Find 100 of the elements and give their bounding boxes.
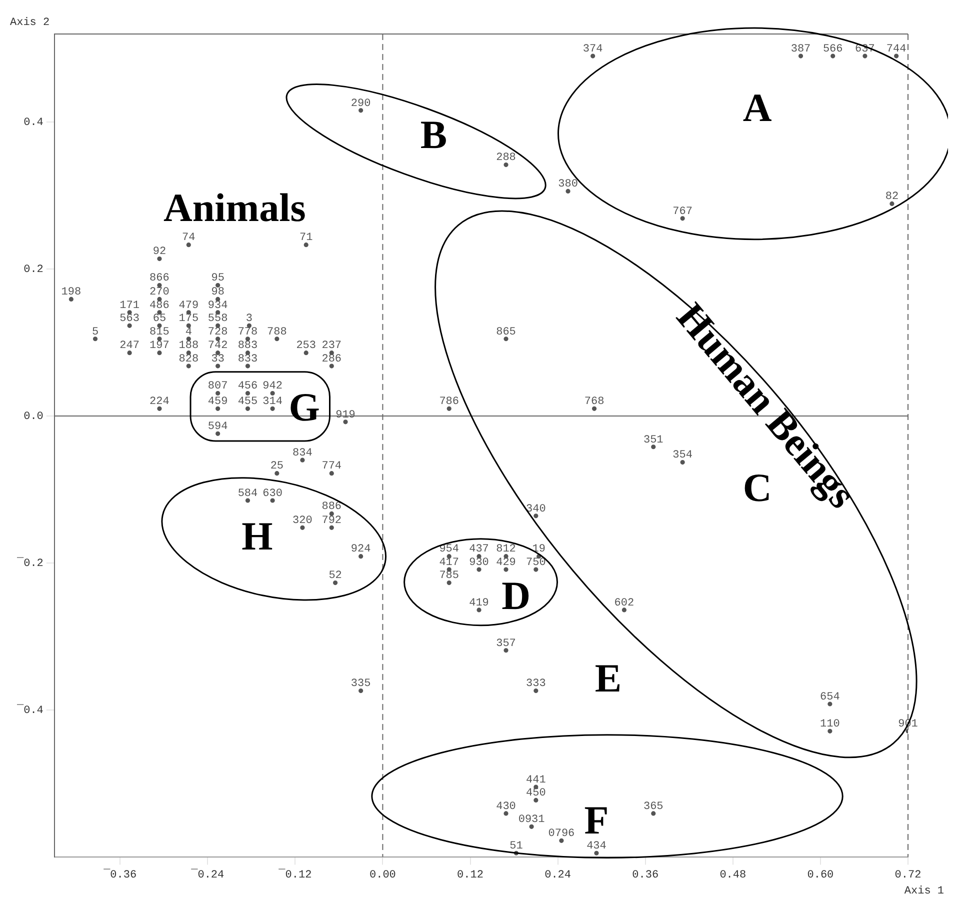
annotation: 744 xyxy=(886,43,907,56)
y-tick-label: ¯0.4 xyxy=(16,704,44,717)
x-tick-label: 0.36 xyxy=(632,869,659,882)
annotation: 365 xyxy=(643,800,664,813)
annotation: 288 xyxy=(496,152,516,164)
annotation: 924 xyxy=(350,544,372,556)
annotation: 286 xyxy=(322,353,342,366)
annotation: 785 xyxy=(439,570,460,582)
annotation: 778 xyxy=(238,326,258,338)
annotation: 930 xyxy=(469,556,489,569)
annotation: 340 xyxy=(526,503,546,516)
annotation: 5 xyxy=(92,326,99,338)
annotation: 456 xyxy=(238,380,258,393)
annotation: 792 xyxy=(322,515,342,528)
annotation: 441 xyxy=(526,774,546,786)
annotation: 429 xyxy=(496,556,516,569)
annotation: 865 xyxy=(496,326,516,338)
y-tick-label: 0.0 xyxy=(24,410,44,423)
annotation: 786 xyxy=(439,396,460,408)
annotation: 92 xyxy=(152,246,166,258)
annotation: 224 xyxy=(150,396,170,408)
x-tick-label: 0.72 xyxy=(894,869,922,882)
x-tick-label: 0.24 xyxy=(544,869,572,882)
annotation: 417 xyxy=(439,556,460,569)
annotation: 188 xyxy=(178,340,199,352)
annotation: 479 xyxy=(178,300,199,312)
annotation: 247 xyxy=(120,340,140,352)
annotation: 419 xyxy=(469,597,489,610)
annotation: E xyxy=(594,655,622,700)
annotation: 175 xyxy=(178,313,199,326)
annotation: 455 xyxy=(238,396,258,408)
annotation: 380 xyxy=(558,178,578,191)
annotation: 774 xyxy=(322,460,342,473)
annotation: 333 xyxy=(526,678,546,690)
annotation: Animals xyxy=(164,184,306,230)
y-tick-label: 0.2 xyxy=(24,264,44,276)
x-tick-label: 0.00 xyxy=(370,869,396,882)
annotation: 434 xyxy=(586,840,607,853)
annotation: 767 xyxy=(672,206,692,218)
annotation: 95 xyxy=(211,272,224,285)
annotation: 886 xyxy=(322,501,342,514)
annotation: 52 xyxy=(328,570,342,582)
annotation: 566 xyxy=(822,43,843,56)
annotation: 320 xyxy=(292,515,312,528)
annotation: 171 xyxy=(120,300,140,312)
y-axis-title: Axis 2 xyxy=(10,16,50,29)
annotation: 354 xyxy=(672,450,693,462)
annotation: 4 xyxy=(185,326,192,338)
x-tick-label: 0.48 xyxy=(720,869,746,882)
annotation: 883 xyxy=(238,340,258,352)
annotation: 357 xyxy=(496,638,516,650)
annotation: 594 xyxy=(208,421,228,434)
annotation: 198 xyxy=(61,286,82,299)
annotation: 270 xyxy=(150,286,170,299)
annotation: 74 xyxy=(182,232,196,244)
annotation: 833 xyxy=(238,353,258,366)
annotation: B xyxy=(420,112,448,157)
annotation: 558 xyxy=(208,313,228,326)
annotation: 237 xyxy=(322,340,342,352)
annotation: 450 xyxy=(526,788,546,800)
annotation: 51 xyxy=(510,840,524,853)
x-tick-label: 0.12 xyxy=(457,869,484,882)
annotation: 630 xyxy=(262,488,282,500)
x-tick-label: ¯0.12 xyxy=(278,868,312,882)
x-tick-label: ¯0.36 xyxy=(102,868,137,882)
annotation: D xyxy=(502,572,531,618)
annotation: 197 xyxy=(150,340,170,352)
x-tick-label: 0.60 xyxy=(807,869,834,882)
annotation: 768 xyxy=(584,396,604,408)
annotation: 351 xyxy=(643,434,664,446)
annotation: 834 xyxy=(292,448,313,460)
x-axis-title: Axis 1 xyxy=(904,886,944,898)
annotation: 33 xyxy=(211,353,224,366)
annotation: 459 xyxy=(208,396,228,408)
annotation: 314 xyxy=(262,396,283,408)
annotation: 437 xyxy=(469,544,489,556)
annotation: 374 xyxy=(582,43,604,56)
annotation: 430 xyxy=(496,800,516,813)
annotation: 65 xyxy=(152,313,166,326)
annotation: H xyxy=(242,513,273,558)
annotation: 584 xyxy=(238,488,258,500)
annotation: 788 xyxy=(267,326,287,338)
annotation: 815 xyxy=(150,326,170,338)
annotation: 486 xyxy=(150,300,170,312)
annotation: 942 xyxy=(262,380,282,393)
annotation: 290 xyxy=(350,98,371,110)
annotation: 25 xyxy=(270,460,284,473)
annotation: 19 xyxy=(532,544,546,556)
annotation: 866 xyxy=(150,272,170,285)
annotation: 602 xyxy=(614,597,634,610)
annotation: 110 xyxy=(820,718,840,731)
annotation: 750 xyxy=(526,556,546,569)
annotation: 98 xyxy=(211,286,224,299)
annotation: 335 xyxy=(350,678,371,690)
annotation: 812 xyxy=(496,544,516,556)
annotation: 82 xyxy=(885,191,899,204)
annotation: A xyxy=(742,84,772,130)
y-tick-label: ¯0.2 xyxy=(16,556,44,570)
y-tick-label: 0.4 xyxy=(24,117,44,130)
annotation: 654 xyxy=(820,691,840,704)
